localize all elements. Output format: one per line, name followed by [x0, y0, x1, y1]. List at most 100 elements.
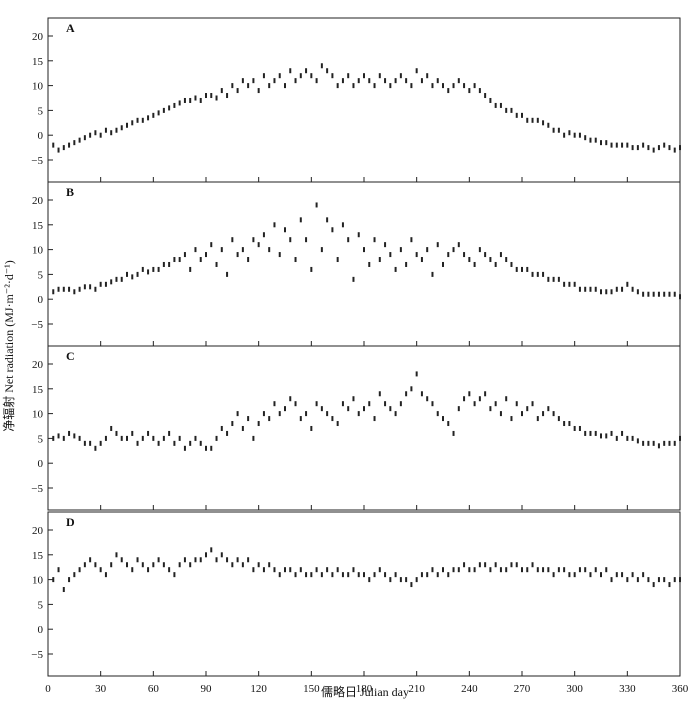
data-point [468, 88, 471, 94]
data-point [673, 291, 676, 297]
data-point [473, 401, 476, 407]
data-point [652, 147, 655, 153]
data-point [636, 577, 639, 583]
data-point [294, 78, 297, 84]
data-point [262, 232, 265, 238]
data-point [610, 577, 613, 583]
data-point [115, 127, 118, 133]
data-point [183, 97, 186, 103]
data-point [594, 137, 597, 143]
data-point [73, 572, 76, 578]
data-point [347, 73, 350, 79]
data-point [631, 145, 634, 151]
data-point [210, 445, 213, 451]
data-point [257, 562, 260, 568]
data-point [326, 411, 329, 417]
data-point [326, 567, 329, 573]
data-point [247, 557, 250, 563]
data-point [505, 257, 508, 263]
data-point [347, 572, 350, 578]
data-point [199, 97, 202, 103]
data-point [210, 93, 213, 99]
data-point [573, 572, 576, 578]
data-point [668, 291, 671, 297]
data-point [341, 78, 344, 84]
y-tick-label: −5 [31, 483, 43, 495]
data-point [557, 276, 560, 282]
data-point [605, 140, 608, 146]
data-point [99, 567, 102, 573]
data-point [652, 291, 655, 297]
data-point [220, 247, 223, 253]
data-point [510, 261, 513, 267]
data-point [657, 145, 660, 151]
data-point [626, 281, 629, 287]
data-point [673, 147, 676, 153]
data-point [600, 140, 602, 146]
data-point [368, 78, 371, 84]
data-point [663, 440, 666, 446]
data-point [536, 416, 539, 422]
panel-A: −5 0 5 10 15 20 A [31, 17, 681, 183]
data-point [315, 401, 318, 407]
data-point [442, 261, 444, 267]
y-tick-label: −5 [31, 319, 43, 331]
data-point [557, 567, 560, 573]
data-point [78, 137, 81, 143]
data-point [510, 562, 513, 568]
data-point [426, 73, 429, 79]
data-point [247, 257, 250, 263]
data-point [436, 242, 439, 248]
data-point [194, 435, 197, 441]
data-point [120, 276, 123, 282]
data-point [584, 567, 587, 573]
data-point [68, 286, 71, 292]
data-point [484, 391, 487, 397]
data-point [294, 572, 297, 578]
data-point [152, 435, 155, 441]
data-point [147, 115, 150, 121]
data-point [341, 222, 344, 228]
data-point [68, 577, 71, 583]
data-point [436, 411, 439, 417]
data-point [241, 425, 244, 431]
data-point [436, 78, 439, 84]
y-tick-label: 10 [32, 81, 44, 93]
data-point [463, 562, 466, 568]
data-point [57, 147, 60, 153]
data-point [299, 567, 302, 573]
data-point [600, 572, 602, 578]
x-tick-label: 240 [461, 683, 478, 695]
data-point [189, 266, 192, 272]
data-point [247, 83, 250, 89]
data-point [310, 73, 313, 79]
data-point [389, 83, 392, 89]
x-tick-label: 210 [408, 683, 425, 695]
data-point [494, 562, 497, 568]
data-point [652, 440, 655, 446]
data-point [468, 257, 471, 263]
data-point [463, 83, 466, 89]
y-tick-label: 0 [38, 458, 44, 470]
data-point [431, 567, 434, 573]
data-point [447, 88, 450, 94]
data-point [521, 411, 523, 417]
data-point [226, 557, 229, 563]
data-point [104, 127, 107, 133]
data-point [131, 120, 134, 126]
data-point [494, 401, 497, 407]
data-point [420, 572, 423, 578]
data-point [568, 130, 571, 136]
data-point [320, 63, 323, 69]
data-point [468, 567, 471, 573]
data-point [442, 567, 444, 573]
data-point [268, 247, 271, 253]
data-point [347, 406, 350, 412]
data-point [626, 435, 629, 441]
data-point [320, 406, 323, 412]
data-point [173, 440, 176, 446]
data-point [120, 435, 123, 441]
data-point [205, 552, 207, 558]
data-point [215, 557, 218, 563]
data-point [447, 572, 450, 578]
